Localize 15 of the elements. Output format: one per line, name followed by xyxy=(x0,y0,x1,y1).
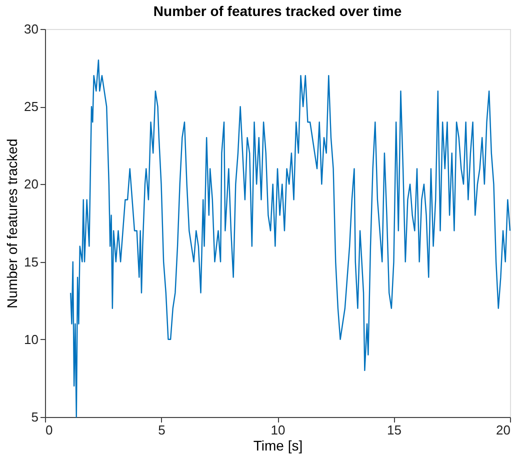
x-tick-label: 20 xyxy=(496,422,510,438)
y-axis-title: Number of features tracked xyxy=(4,138,20,308)
y-tick-label: 30 xyxy=(24,22,38,36)
x-tick-label: 10 xyxy=(270,422,286,438)
y-tick-label: 10 xyxy=(24,332,38,347)
y-tick-label: 5 xyxy=(31,410,38,424)
chart-title: Number of features tracked over time xyxy=(153,3,402,19)
y-tick-label: 25 xyxy=(24,99,38,114)
y-tick-label: 15 xyxy=(24,254,38,270)
x-axis-title: Time [s] xyxy=(253,438,303,454)
x-tick-label: 5 xyxy=(158,422,166,438)
line-series xyxy=(70,59,511,418)
x-tick-label: 0 xyxy=(46,422,53,438)
y-tick-label: 20 xyxy=(24,176,38,192)
x-tick-label: 15 xyxy=(387,422,402,438)
